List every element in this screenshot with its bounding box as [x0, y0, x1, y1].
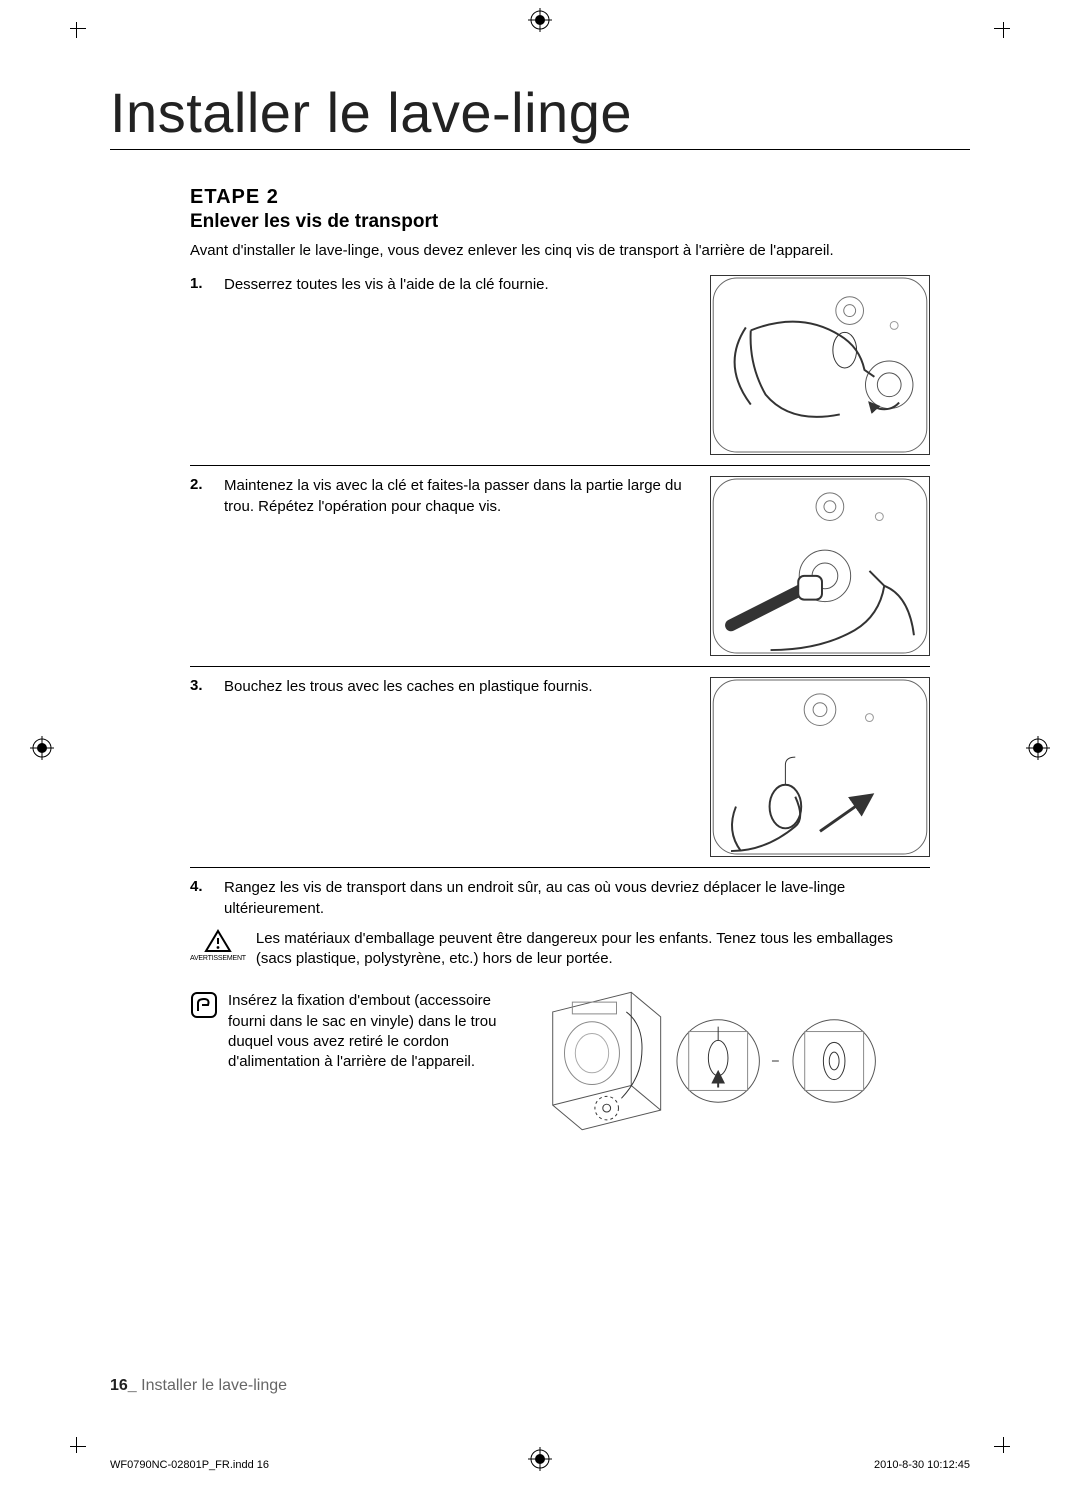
- instruction-step: 2. Maintenez la vis avec la clé et faite…: [190, 476, 930, 667]
- warning-text: Les matériaux d'emballage peuvent être d…: [256, 929, 930, 970]
- registration-mark-icon: [528, 8, 552, 32]
- cap-detail-after-icon: [790, 1016, 878, 1106]
- step-illustration: [710, 275, 930, 455]
- footer-section: Installer le lave-linge: [141, 1377, 287, 1394]
- step-illustration: [710, 677, 930, 857]
- imprint-timestamp: 2010-8-30 10:12:45: [874, 1459, 970, 1471]
- crop-mark-icon: [1003, 22, 1004, 38]
- registration-mark-icon: [1026, 736, 1050, 760]
- step-text: Bouchez les trous avec les caches en pla…: [224, 677, 696, 697]
- tip-note: Insérez la fixation d'embout (accessoire…: [190, 991, 930, 1131]
- crop-mark-icon: [70, 28, 86, 29]
- step-text: Maintenez la vis avec la clé et faites-l…: [224, 476, 696, 517]
- registration-mark-icon: [30, 736, 54, 760]
- instruction-step: 3. Bouchez les trous avec les caches en …: [190, 677, 930, 868]
- page-footer: 16_ Installer le lave-linge: [110, 1377, 287, 1395]
- loosen-bolt-icon: [711, 276, 929, 454]
- crop-mark-icon: [76, 1437, 77, 1453]
- step-number: 4.: [190, 878, 210, 895]
- crop-mark-icon: [994, 1446, 1010, 1447]
- step-subtitle: Enlever les vis de transport: [190, 211, 930, 233]
- step-text: Desserrez toutes les vis à l'aide de la …: [224, 275, 696, 295]
- intro-text: Avant d'installer le lave-linge, vous de…: [190, 241, 930, 261]
- crop-mark-icon: [994, 28, 1010, 29]
- washing-machine-rear-icon: [538, 991, 666, 1131]
- crop-mark-icon: [1003, 1437, 1004, 1453]
- tip-illustration: [538, 991, 878, 1131]
- step-heading: ETAPE 2: [190, 186, 930, 209]
- registration-mark-icon: [528, 1447, 552, 1471]
- note-icon: [190, 991, 218, 1019]
- step-illustration: [710, 476, 930, 656]
- warning-note: AVERTISSEMENT Les matériaux d'emballage …: [190, 929, 930, 970]
- step-number: 1.: [190, 275, 210, 292]
- warning-label: AVERTISSEMENT: [190, 955, 246, 962]
- remove-bolt-icon: [711, 477, 929, 655]
- instruction-step: 1. Desserrez toutes les vis à l'aide de …: [190, 275, 930, 466]
- tip-text: Insérez la fixation d'embout (accessoire…: [228, 991, 528, 1072]
- page-title: Installer le lave-linge: [110, 80, 970, 150]
- crop-mark-icon: [70, 1446, 86, 1447]
- step-number: 3.: [190, 677, 210, 694]
- cap-detail-before-icon: [674, 1016, 762, 1106]
- arrow-right-icon: [770, 1041, 782, 1081]
- imprint-filename: WF0790NC-02801P_FR.indd 16: [110, 1459, 269, 1471]
- insert-cap-icon: [711, 678, 929, 856]
- warning-icon: AVERTISSEMENT: [190, 929, 246, 962]
- step-number: 2.: [190, 476, 210, 493]
- instruction-step: 4. Rangez les vis de transport dans un e…: [190, 878, 930, 1141]
- crop-mark-icon: [76, 22, 77, 38]
- step-text: Rangez les vis de transport dans un endr…: [224, 878, 930, 919]
- page-number: 16_: [110, 1377, 137, 1394]
